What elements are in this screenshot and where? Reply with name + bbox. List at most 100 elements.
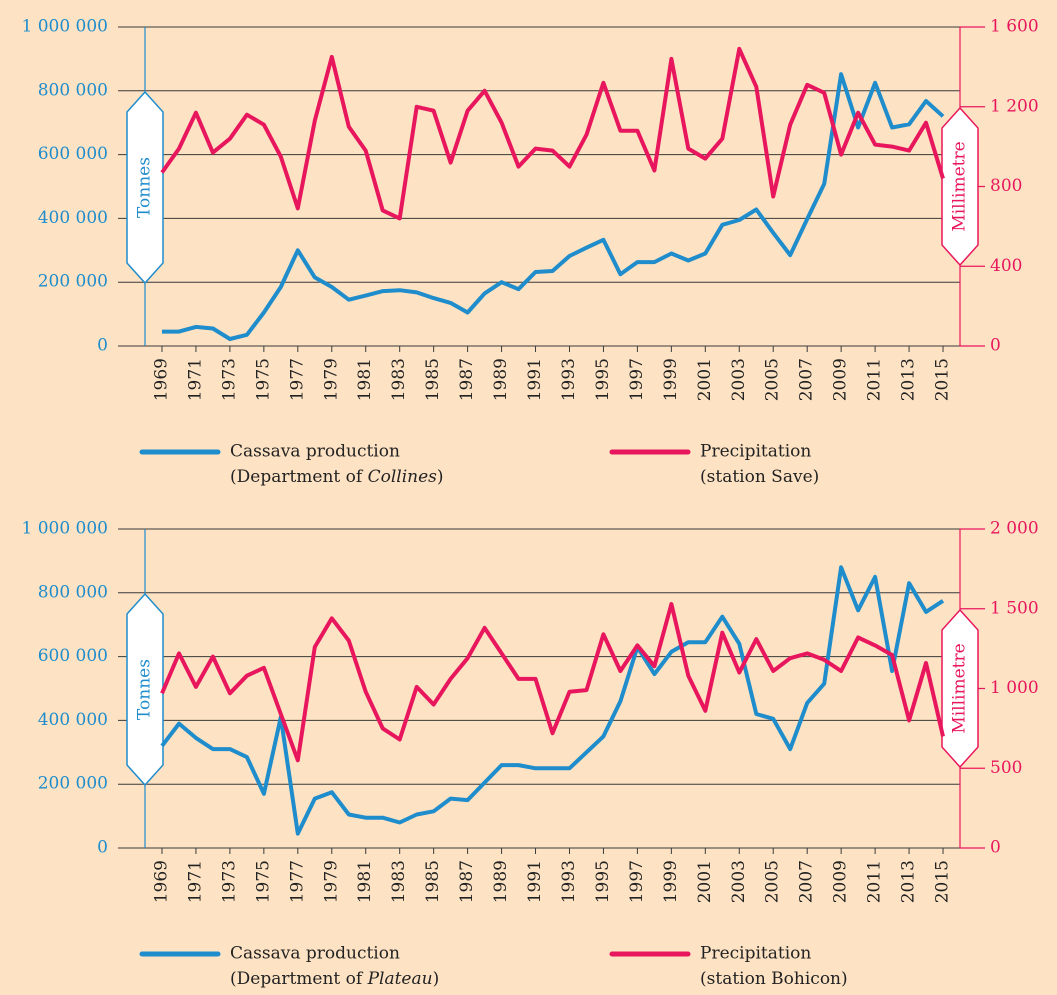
x-tick-label: 1985 (423, 358, 443, 401)
y-axis-label-banner (126, 90, 164, 285)
legend-label: Cassava production (230, 442, 400, 462)
x-tick-label: 2009 (831, 358, 851, 401)
x-tick-label: 1977 (287, 358, 307, 401)
x-tick-label: 1983 (389, 358, 409, 401)
y-tick-label: 1 000 000 (21, 17, 108, 37)
y-tick-label: 400 000 (38, 208, 108, 228)
x-tick-label: 1983 (389, 860, 409, 903)
y2-axis-label-banner (941, 106, 979, 267)
x-tick-label: 1997 (627, 358, 647, 401)
y-axis-label: Tonnes (135, 157, 155, 218)
x-tick-label: 1997 (627, 860, 647, 903)
legend-note-part: (station Bohicon) (700, 969, 848, 989)
data-line (162, 72, 945, 341)
x-tick-label: 2013 (899, 860, 919, 903)
data-line (160, 565, 945, 836)
x-tick-label: 1981 (355, 860, 375, 903)
data-line (160, 46, 945, 221)
y2-tick-label: 2 000 (990, 519, 1039, 539)
x-tick-label: 2005 (763, 860, 783, 903)
legend-note-part: (Department of (230, 467, 368, 487)
y-tick-label: 0 (97, 336, 108, 356)
x-tick-label: 1975 (253, 358, 273, 401)
y-tick-label: 0 (97, 838, 108, 858)
x-tick-label: 1991 (525, 358, 545, 401)
x-tick-label: 2013 (899, 358, 919, 401)
x-tick-label: 1979 (321, 358, 341, 401)
x-tick-label: 1995 (593, 860, 613, 903)
y2-tick-label: 400 (990, 256, 1022, 276)
y2-tick-label: 1 600 (990, 17, 1039, 37)
y-tick-label: 200 000 (38, 774, 108, 794)
x-tick-label: 1979 (321, 860, 341, 903)
x-tick-label: 1977 (287, 860, 307, 903)
chart: 0 200 000 400 000 600 000 800 000 1 000 000 0 4… (21, 17, 1038, 487)
legend-label: Cassava production (230, 944, 400, 964)
x-tick-label: 2011 (865, 860, 885, 903)
legend-note: (station Bohicon) (700, 969, 848, 989)
x-tick-label: 1989 (491, 860, 511, 903)
y-tick-label: 1 000 000 (21, 519, 108, 539)
x-tick-label: 1995 (593, 358, 613, 401)
x-tick-label: 1989 (491, 358, 511, 401)
x-tick-label: 2001 (695, 358, 715, 401)
y2-axis-label: Millimetre (950, 643, 970, 733)
x-tick-label: 1975 (253, 860, 273, 903)
x-tick-label: 1973 (219, 358, 239, 401)
x-tick-label: 2015 (933, 358, 953, 401)
legend-note-part: (station Save) (700, 467, 819, 487)
x-tick-label: 1969 (151, 860, 171, 903)
x-tick-label: 1971 (185, 860, 205, 903)
x-tick-label: 1969 (151, 358, 171, 401)
legend-note-part: Plateau (367, 969, 433, 989)
x-tick-label: 1999 (661, 860, 681, 903)
legend-note: (Department of Collines) (230, 467, 444, 487)
x-tick-label: 2011 (865, 358, 885, 401)
y2-tick-label: 1 500 (990, 598, 1039, 618)
y2-tick-label: 500 (990, 758, 1022, 778)
y-tick-label: 800 000 (38, 80, 108, 100)
y2-tick-label: 1 200 (990, 96, 1039, 116)
y-tick-label: 400 000 (38, 710, 108, 730)
x-tick-label: 1993 (559, 860, 579, 903)
y2-axis-label-banner (941, 608, 979, 769)
data-line (160, 602, 945, 763)
x-tick-label: 2005 (763, 358, 783, 401)
y2-tick-label: 1 000 (990, 678, 1039, 698)
legend-note: (station Save) (700, 467, 819, 487)
x-tick-label: 1991 (525, 860, 545, 903)
x-tick-label: 2003 (729, 358, 749, 401)
x-tick-label: 1987 (457, 860, 477, 903)
y2-axis-label: Millimetre (950, 141, 970, 231)
x-tick-label: 2007 (797, 860, 817, 903)
y2-tick-label: 0 (990, 838, 1001, 858)
x-tick-label: 1987 (457, 358, 477, 401)
y2-tick-label: 0 (990, 336, 1001, 356)
y-tick-label: 600 000 (38, 144, 108, 164)
x-tick-label: 1981 (355, 358, 375, 401)
legend-note-part: (Department of (230, 969, 368, 989)
legend-label: Precipitation (700, 944, 811, 964)
legend-note-part: Collines (368, 467, 438, 487)
x-tick-label: 1971 (185, 358, 205, 401)
x-tick-label: 1999 (661, 358, 681, 401)
y-tick-label: 800 000 (38, 582, 108, 602)
y-axis-label: Tonnes (135, 659, 155, 720)
x-tick-label: 1985 (423, 860, 443, 903)
legend-note-part: ) (437, 467, 444, 487)
y-axis-label-banner (126, 592, 164, 787)
y2-tick-label: 800 (990, 176, 1022, 196)
x-tick-label: 2001 (695, 860, 715, 903)
legend-note: (Department of Plateau) (230, 969, 439, 989)
y-tick-label: 200 000 (38, 272, 108, 292)
legend-note-part: ) (433, 969, 440, 989)
x-tick-label: 2015 (933, 860, 953, 903)
x-tick-label: 2003 (729, 860, 749, 903)
x-tick-label: 1993 (559, 358, 579, 401)
x-tick-label: 1973 (219, 860, 239, 903)
legend-label: Precipitation (700, 442, 811, 462)
chart: 0 200 000 400 000 600 000 800 000 1 000 000 0 5… (21, 519, 1038, 989)
x-tick-label: 2007 (797, 358, 817, 401)
x-tick-label: 2009 (831, 860, 851, 903)
